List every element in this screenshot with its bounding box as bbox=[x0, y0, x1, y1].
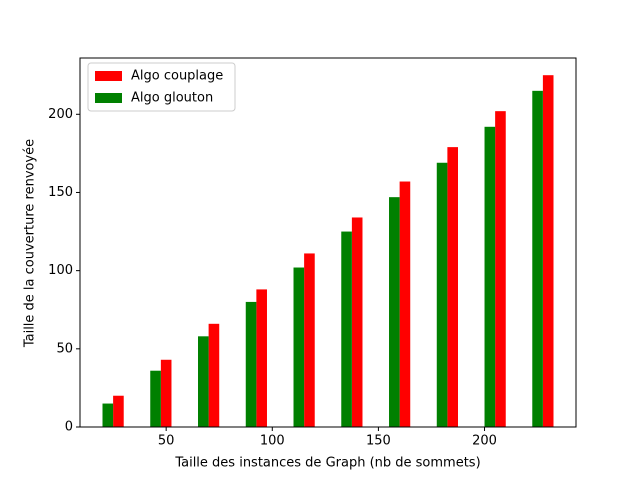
bar bbox=[198, 336, 209, 427]
bar bbox=[542, 75, 554, 427]
y-tick-label: 50 bbox=[56, 341, 73, 356]
bar bbox=[293, 267, 305, 427]
bar bbox=[436, 162, 448, 427]
bar bbox=[160, 359, 172, 427]
bar bbox=[304, 253, 315, 427]
bar bbox=[351, 217, 363, 427]
x-tick-label: 150 bbox=[366, 434, 391, 449]
y-tick-label: 0 bbox=[65, 420, 73, 435]
y-tick-label: 200 bbox=[48, 107, 73, 122]
legend-swatch bbox=[95, 93, 122, 103]
bar bbox=[532, 90, 543, 427]
legend-label: Algo couplage bbox=[131, 69, 223, 84]
x-tick-label: 200 bbox=[472, 434, 497, 449]
x-tick-label: 100 bbox=[260, 434, 285, 449]
legend-swatch bbox=[95, 71, 122, 81]
bar bbox=[102, 403, 114, 427]
bar bbox=[447, 147, 458, 428]
bar bbox=[495, 111, 506, 428]
x-tick-label: 50 bbox=[158, 434, 175, 449]
bar bbox=[341, 231, 352, 427]
y-tick-label: 150 bbox=[48, 185, 73, 200]
axes-frame bbox=[79, 57, 577, 428]
bar bbox=[208, 323, 220, 427]
bar bbox=[256, 289, 267, 427]
bar bbox=[113, 395, 124, 427]
x-axis-label: Taille des instances de Graph (nb de som… bbox=[174, 456, 480, 471]
y-tick-label: 100 bbox=[48, 263, 73, 278]
bar bbox=[399, 181, 411, 427]
legend-label: Algo glouton bbox=[131, 91, 213, 106]
y-axis-label: Taille de la couverture renvoyée bbox=[23, 139, 38, 348]
bar bbox=[389, 197, 400, 427]
bar bbox=[245, 301, 257, 427]
bar bbox=[150, 370, 161, 427]
bar bbox=[484, 126, 496, 428]
legend-box bbox=[87, 62, 236, 112]
